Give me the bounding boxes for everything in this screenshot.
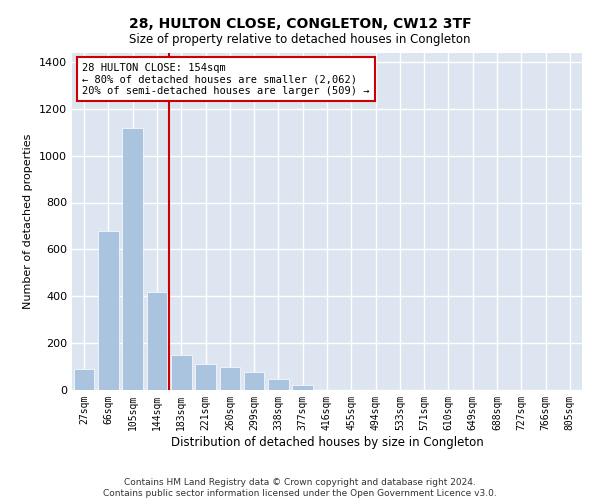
Bar [220, 366, 240, 390]
Bar [146, 292, 167, 390]
Bar [292, 386, 313, 390]
Bar [195, 364, 216, 390]
Bar [171, 355, 191, 390]
Text: 28 HULTON CLOSE: 154sqm
← 80% of detached houses are smaller (2,062)
20% of semi: 28 HULTON CLOSE: 154sqm ← 80% of detache… [82, 62, 370, 96]
Bar [268, 380, 289, 390]
Bar [244, 372, 265, 390]
Bar [74, 369, 94, 390]
Bar [98, 230, 119, 390]
Y-axis label: Number of detached properties: Number of detached properties [23, 134, 34, 309]
Text: 28, HULTON CLOSE, CONGLETON, CW12 3TF: 28, HULTON CLOSE, CONGLETON, CW12 3TF [128, 18, 472, 32]
Text: Contains HM Land Registry data © Crown copyright and database right 2024.
Contai: Contains HM Land Registry data © Crown c… [103, 478, 497, 498]
Text: Size of property relative to detached houses in Congleton: Size of property relative to detached ho… [129, 32, 471, 46]
X-axis label: Distribution of detached houses by size in Congleton: Distribution of detached houses by size … [170, 436, 484, 448]
Bar [122, 128, 143, 390]
